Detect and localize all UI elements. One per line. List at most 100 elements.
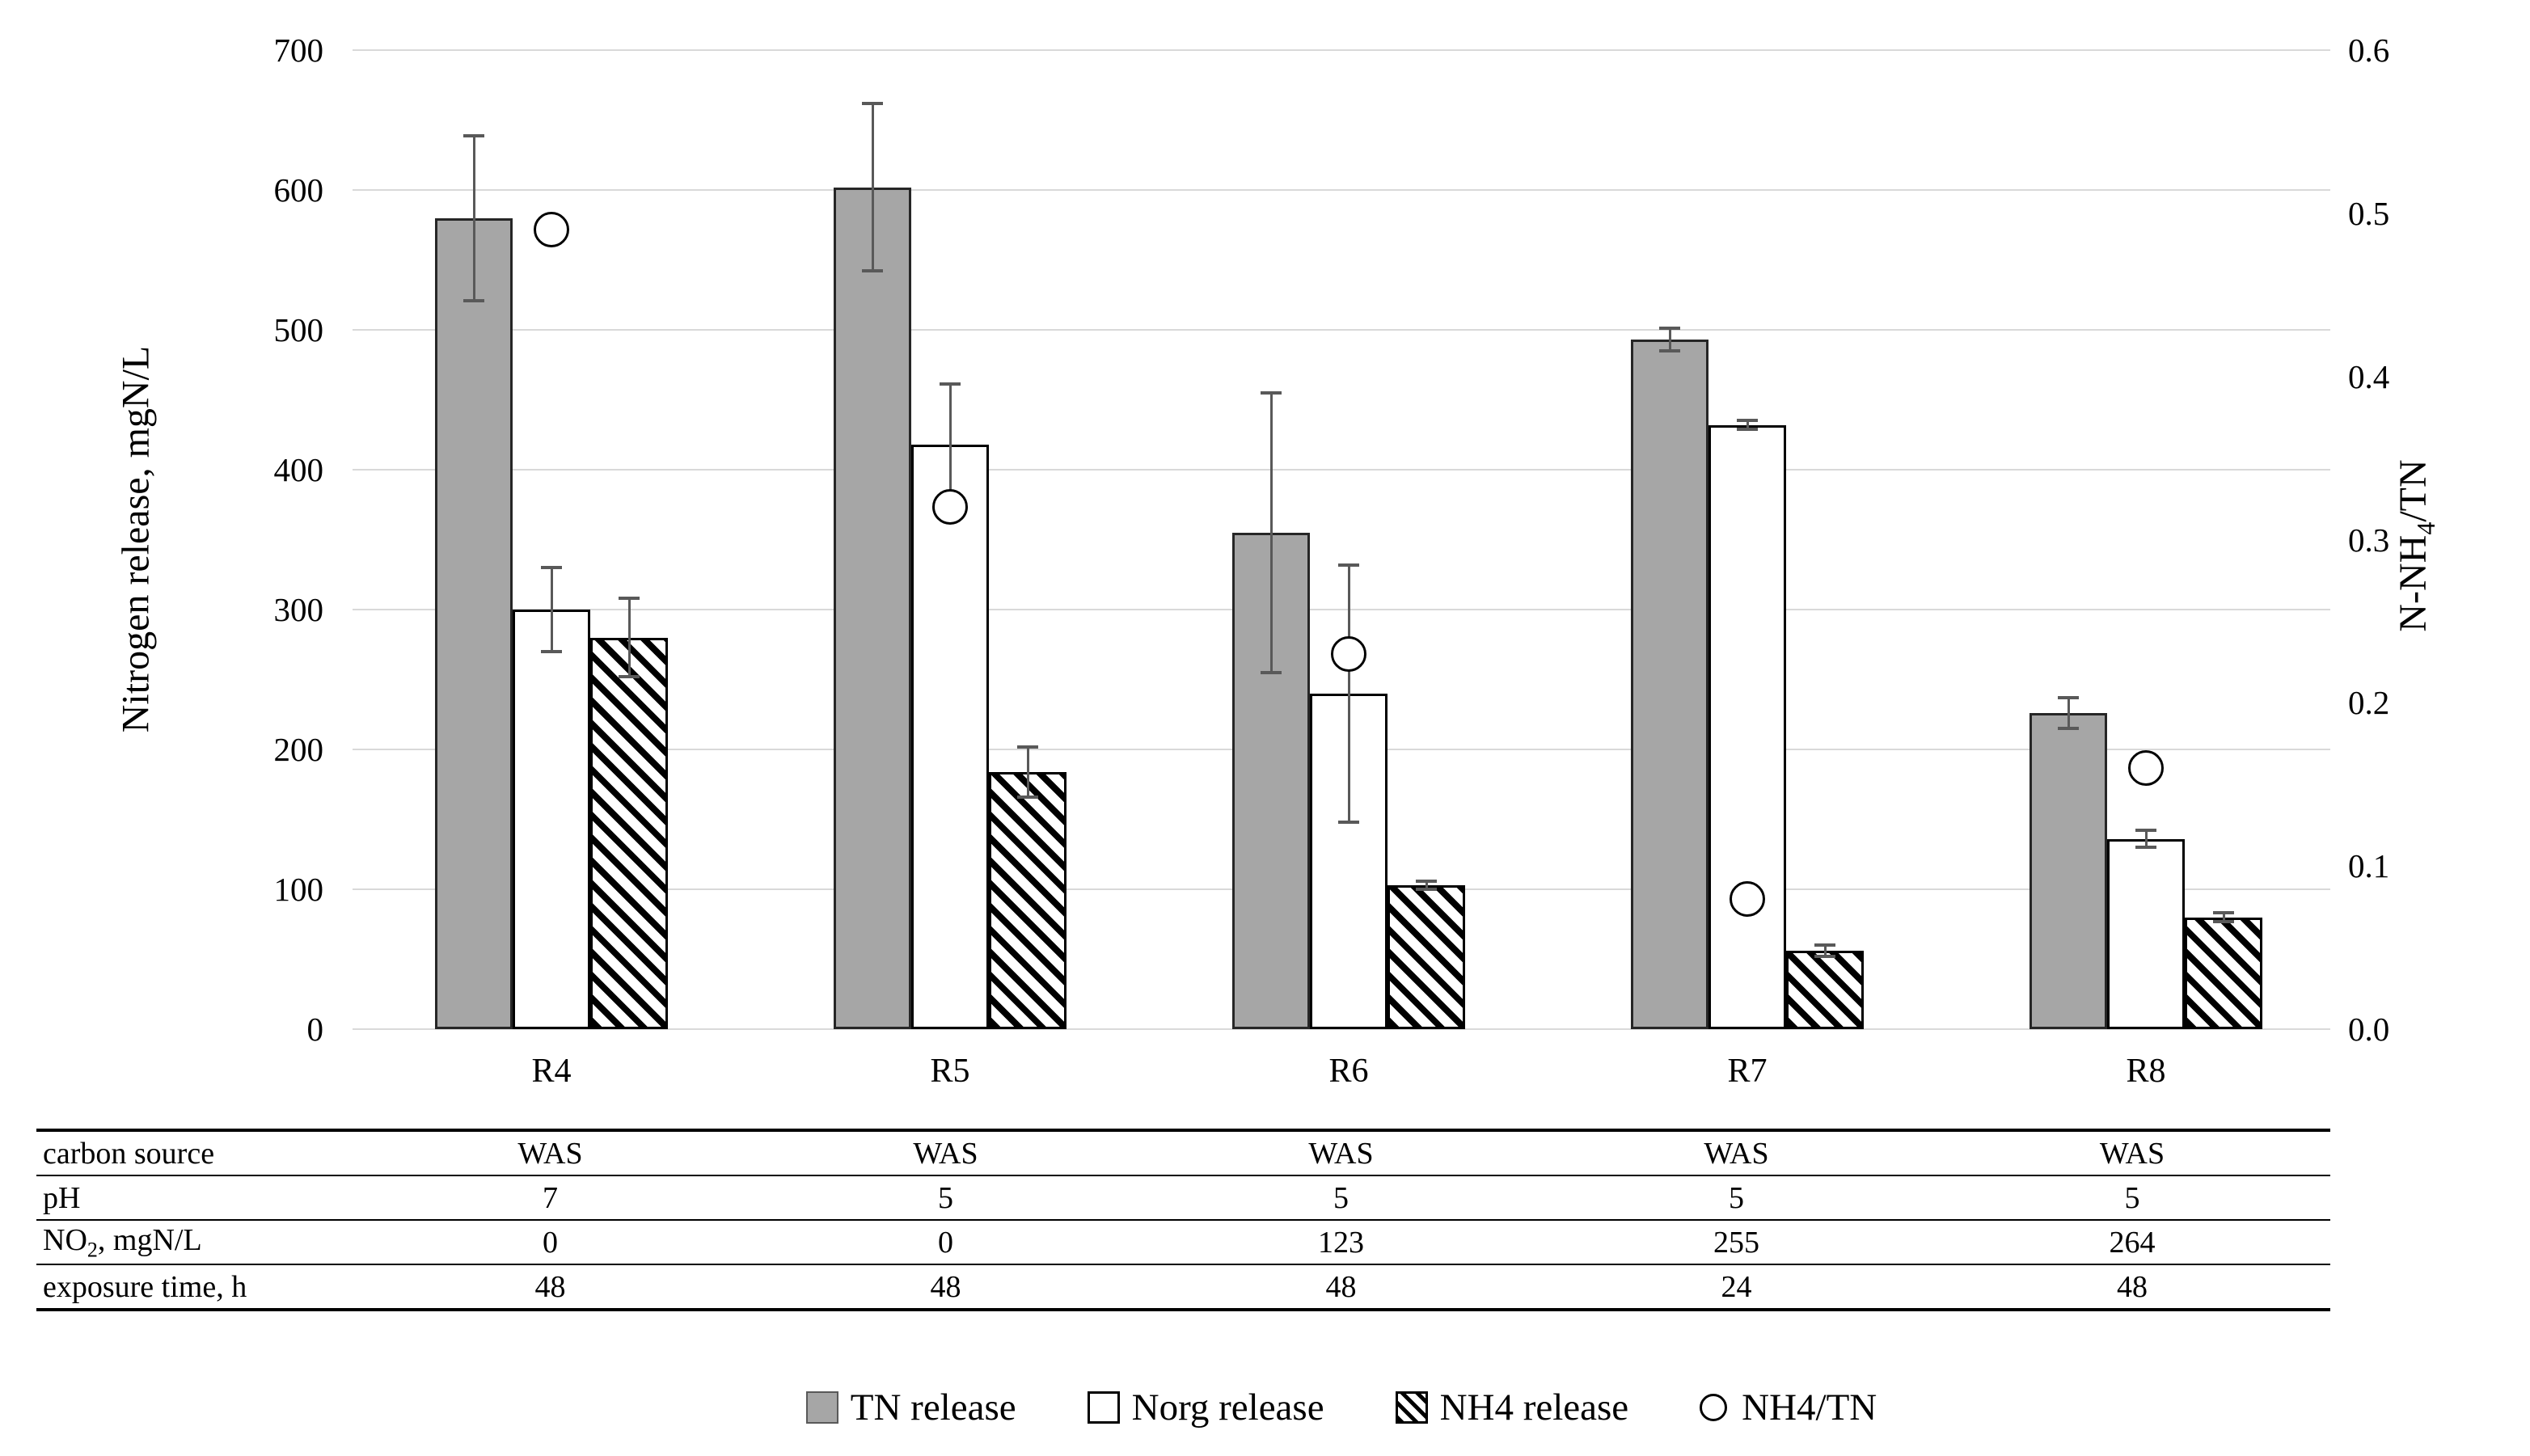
error-bar-cap — [940, 382, 961, 386]
bar-white-r4 — [513, 610, 590, 1029]
error-bar-cap — [2213, 911, 2234, 915]
error-bar — [1027, 746, 1029, 797]
gridline — [353, 329, 2330, 331]
table-cell: WAS — [1704, 1136, 1769, 1171]
row-label: exposure time, h — [43, 1269, 247, 1304]
legend-label: Norg release — [1131, 1386, 1324, 1429]
error-bar — [473, 135, 475, 301]
legend-item-nh4-tn: NH4/TN — [1700, 1386, 1877, 1429]
table-cell: 5 — [2124, 1180, 2140, 1215]
table-cell: 48 — [1325, 1269, 1357, 1304]
bar-white-r5 — [911, 444, 989, 1029]
table-cell: 48 — [534, 1269, 566, 1304]
bar-gray-r4 — [435, 217, 513, 1029]
row-label-main: NO — [43, 1222, 87, 1257]
error-bar-cap — [2058, 727, 2079, 731]
bar-hatch-r4 — [590, 637, 668, 1029]
table-cell: 123 — [1318, 1225, 1364, 1260]
error-bar-cap — [1261, 670, 1282, 674]
y-axis-tick-label: 0 — [306, 1011, 324, 1048]
table-cell: WAS — [517, 1136, 583, 1171]
error-bar-cap — [1017, 795, 1038, 799]
error-bar-cap — [2058, 695, 2079, 699]
y-axis-tick-label: 600 — [273, 171, 324, 209]
error-bar — [1270, 392, 1273, 673]
table-cell: WAS — [2099, 1136, 2165, 1171]
error-bar — [628, 598, 631, 677]
gridline — [353, 189, 2330, 191]
row-label: NO2, mgN/L — [36, 1220, 353, 1264]
x-axis-category-label: R4 — [531, 1053, 572, 1090]
error-bar — [949, 384, 952, 505]
secondary-axis-tick-label: 0.6 — [2348, 32, 2390, 69]
error-bar — [1669, 328, 1671, 351]
error-bar-cap — [1416, 879, 1437, 883]
error-bar-cap — [463, 298, 484, 302]
error-bar — [551, 568, 553, 652]
y-axis-tick-label: 300 — [273, 591, 324, 628]
bar-white-r7 — [1708, 424, 1786, 1029]
table-row-ph: pH 7 5 5 5 5 — [36, 1175, 2330, 1220]
gridline — [353, 1028, 2330, 1030]
legend-item-nh4-release: NH4 release — [1395, 1386, 1629, 1429]
error-bar — [872, 103, 874, 272]
y-axis-tick-label: 200 — [273, 731, 324, 768]
error-bar-cap — [2213, 919, 2234, 923]
error-bar-cap — [1416, 888, 1437, 891]
bar-hatch-r6 — [1387, 884, 1465, 1029]
table-row-exposure-time: exposure time, h 48 48 48 24 48 — [36, 1264, 2330, 1310]
secondary-axis-tick-label: 0.4 — [2348, 357, 2390, 395]
legend-label: NH4 release — [1439, 1386, 1629, 1429]
table-cell: 48 — [930, 1269, 961, 1304]
legend-item-tn-release: TN release — [805, 1386, 1016, 1429]
bar-hatch-r7 — [1786, 951, 1864, 1029]
row-label: pH — [43, 1180, 81, 1215]
scatter-point-r4 — [534, 212, 569, 248]
error-bar — [2223, 913, 2225, 922]
left-axis-title: Nitrogen release, mgN/L — [114, 345, 158, 733]
error-bar-cap — [1814, 943, 1835, 947]
condition-table: carbon source WAS WAS WAS WAS WAS pH 7 5… — [36, 1129, 2330, 1311]
secondary-axis-tick-label: 0.2 — [2348, 684, 2390, 722]
table-cell: 7 — [543, 1180, 558, 1215]
circle-icon — [1700, 1394, 1728, 1421]
bar-hatch-r8 — [2185, 917, 2262, 1029]
error-bar-cap — [1659, 348, 1680, 352]
table-cell: WAS — [1308, 1136, 1374, 1171]
error-bar-cap — [862, 269, 883, 273]
table-cell: WAS — [913, 1136, 978, 1171]
error-bar-cap — [2135, 846, 2156, 850]
chart-legend: TN release Norg release NH4 release NH4/… — [353, 1371, 2330, 1444]
error-bar-cap — [1737, 427, 1758, 431]
bar-white-r8 — [2107, 838, 2185, 1029]
x-axis-category-label: R7 — [1727, 1053, 1768, 1090]
table-cell: 264 — [2109, 1225, 2156, 1260]
gray-square-icon — [805, 1391, 838, 1424]
bar-gray-r8 — [2029, 713, 2107, 1029]
error-bar-cap — [1261, 390, 1282, 395]
error-bar-cap — [619, 675, 640, 679]
table-row-no2: NO2, mgN/L 0 0 123 255 264 — [36, 1220, 2330, 1264]
scatter-point-r8 — [2128, 750, 2164, 787]
x-axis-category-label: R8 — [2126, 1053, 2166, 1090]
error-bar — [1348, 564, 1350, 822]
error-bar-cap — [862, 101, 883, 105]
table-cell: 0 — [543, 1225, 558, 1260]
table-cell: 5 — [1729, 1180, 1744, 1215]
error-bar-cap — [1659, 327, 1680, 331]
y-axis-tick-label: 400 — [273, 451, 324, 488]
error-bar — [2145, 830, 2148, 848]
secondary-axis-tick-label: 0.3 — [2348, 521, 2390, 559]
error-bar-cap — [1338, 820, 1359, 824]
error-bar-cap — [1017, 745, 1038, 749]
right-axis-title-rest: /TN — [2392, 459, 2435, 522]
legend-item-norg-release: Norg release — [1087, 1386, 1324, 1429]
scatter-point-r7 — [1730, 880, 1765, 917]
error-bar — [1824, 945, 1827, 957]
error-bar-cap — [541, 649, 562, 653]
scatter-point-r6 — [1331, 635, 1366, 672]
y-axis-tick-label: 100 — [273, 871, 324, 908]
error-bar-cap — [619, 597, 640, 601]
table-cell: 5 — [938, 1180, 953, 1215]
